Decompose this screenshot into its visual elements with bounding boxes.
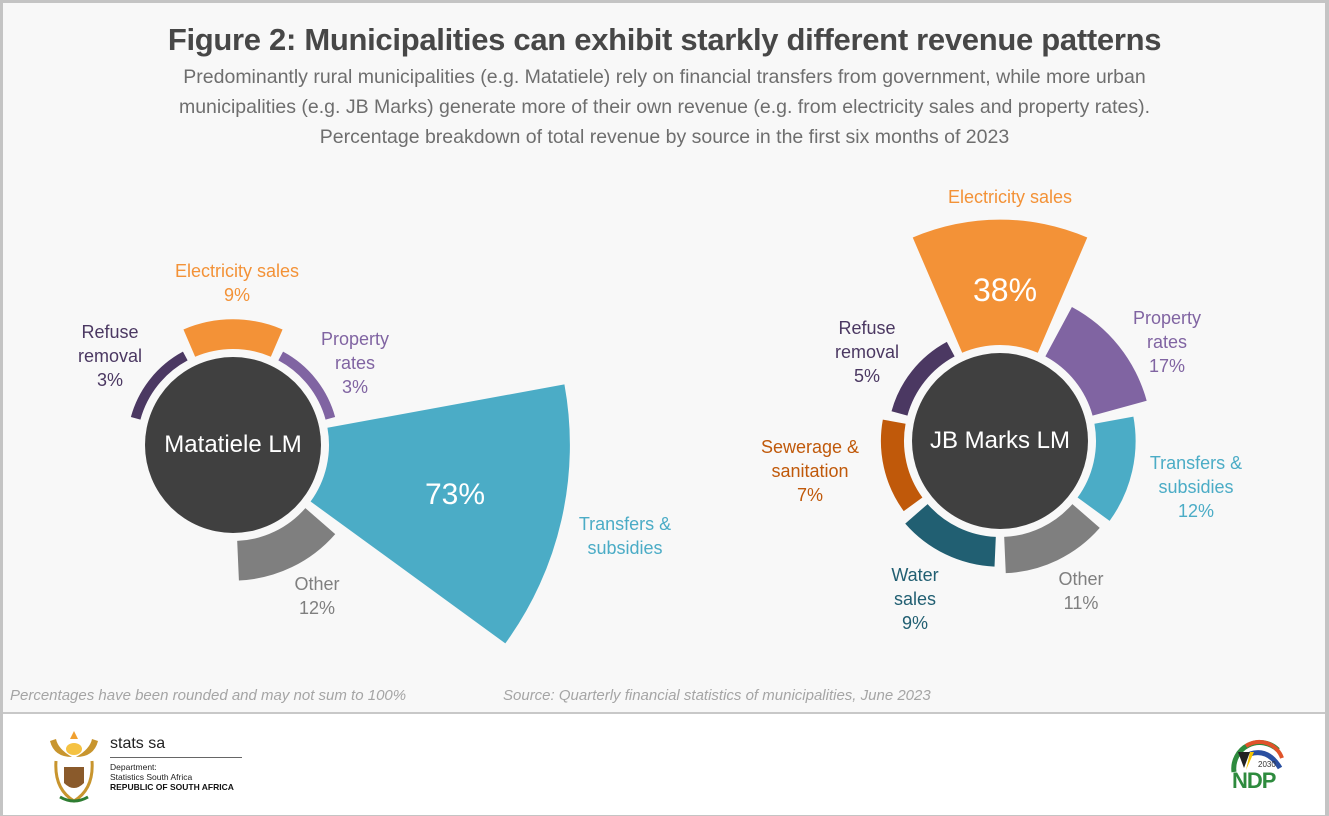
figure-title: Figure 2: Municipalities can exhibit sta… bbox=[167, 22, 1162, 57]
segment-label: Transfers & subsidies bbox=[1149, 453, 1243, 497]
segment-label: Water sales bbox=[891, 565, 939, 609]
jbmarks-label-electricity: Electricity sales bbox=[947, 187, 1073, 207]
footer bbox=[3, 712, 1325, 815]
matatiele-segment-refuse-removal bbox=[130, 351, 188, 420]
segment-label: Property rates bbox=[320, 329, 390, 373]
segment-value: 9% bbox=[901, 613, 928, 633]
jbmarks-label-refuse: Refuse removal 5% bbox=[822, 316, 912, 388]
segment-label: Electricity sales bbox=[174, 261, 300, 281]
statssa-line1: Department: bbox=[110, 762, 157, 772]
statssa-divider bbox=[110, 757, 242, 758]
matatiele-segment-electricity-sales bbox=[183, 319, 283, 357]
matatiele-center-circle bbox=[145, 357, 321, 533]
segment-value: 7% bbox=[796, 485, 823, 505]
segment-value: 11% bbox=[1063, 593, 1099, 613]
matatiele-segment-other bbox=[237, 508, 336, 581]
matatiele-center-label: Matatiele LM bbox=[164, 431, 302, 458]
segment-value: 3% bbox=[341, 377, 368, 397]
subtitle-line-1: Predominantly rural municipalities (e.g.… bbox=[183, 66, 1146, 88]
statssa-name: stats sa bbox=[110, 735, 166, 752]
jbmarks-segment-electricity-sales bbox=[912, 219, 1088, 353]
jbmarks-segment-other bbox=[1004, 504, 1100, 574]
jbmarks-segment-transfers-subsidies bbox=[1077, 416, 1136, 521]
subtitle-line-2: municipalities (e.g. JB Marks) generate … bbox=[178, 96, 1151, 118]
segment-value: 5% bbox=[853, 366, 880, 386]
segment-value: 17% bbox=[1148, 356, 1186, 376]
source-note: Source: Quarterly financial statistics o… bbox=[503, 687, 931, 704]
matatiele-segment-transfers-subsidies bbox=[310, 384, 570, 644]
statssa-logo: stats sa Department: Statistics South Af… bbox=[40, 725, 255, 807]
ndp-flag-icon bbox=[1231, 740, 1284, 773]
segment-value: 12% bbox=[298, 598, 336, 618]
jbmarks-segment-sewerage-sanitation bbox=[880, 419, 923, 512]
segment-value: 12% bbox=[1177, 501, 1215, 521]
jbmarks-segment-refuse-removal bbox=[891, 341, 955, 416]
matatiele-label-other: Other 12% bbox=[272, 572, 362, 620]
segment-label: Other bbox=[1058, 569, 1104, 589]
jbmarks-segment-water-sales bbox=[905, 504, 996, 567]
segment-value: 3% bbox=[96, 370, 123, 390]
matatiele-label-refuse: Refuse removal 3% bbox=[65, 320, 155, 392]
segment-label: Property rates bbox=[1132, 308, 1202, 352]
matatiele-segment-property-rates bbox=[278, 351, 336, 420]
segment-label: Other bbox=[294, 574, 340, 594]
segment-label: Refuse removal bbox=[77, 322, 143, 366]
coat-of-arms-icon bbox=[50, 731, 98, 803]
jbmarks-label-other: Other 11% bbox=[1036, 567, 1126, 615]
jbmarks-label-transfers: Transfers & subsidies 12% bbox=[1139, 451, 1254, 523]
jbmarks-label-sewerage: Sewerage & sanitation 7% bbox=[753, 435, 868, 507]
matatiele-transfers-value: 73% bbox=[424, 478, 486, 511]
jbmarks-label-water: Water sales 9% bbox=[885, 563, 945, 635]
segment-value: 9% bbox=[223, 285, 250, 305]
matatiele-label-transfers: Transfers & subsidies bbox=[578, 514, 672, 558]
ndp-name: NDP bbox=[1232, 768, 1276, 793]
segment-label: Refuse removal bbox=[834, 318, 900, 362]
jbmarks-center-circle bbox=[912, 353, 1088, 529]
subtitle-line-3: Percentage breakdown of total revenue by… bbox=[319, 126, 1010, 148]
statssa-line2: Statistics South Africa bbox=[110, 772, 193, 782]
ndp-logo: 2030 NDP bbox=[1228, 738, 1288, 794]
jbmarks-electricity-value: 38% bbox=[972, 272, 1038, 308]
matatiele-label-property: Property rates 3% bbox=[310, 327, 400, 399]
jbmarks-label-property: Property rates 17% bbox=[1122, 306, 1212, 378]
statssa-line3: REPUBLIC OF SOUTH AFRICA bbox=[110, 782, 234, 792]
jbmarks-center-label: JB Marks LM bbox=[929, 427, 1071, 454]
jbmarks-segment-property-rates bbox=[1045, 306, 1147, 416]
ndp-year: 2030 bbox=[1258, 760, 1276, 769]
matatiele-label-electricity: Electricity sales 9% bbox=[157, 259, 317, 307]
rounding-note: Percentages have been rounded and may no… bbox=[10, 687, 407, 704]
segment-label: Sewerage & sanitation bbox=[760, 437, 860, 481]
